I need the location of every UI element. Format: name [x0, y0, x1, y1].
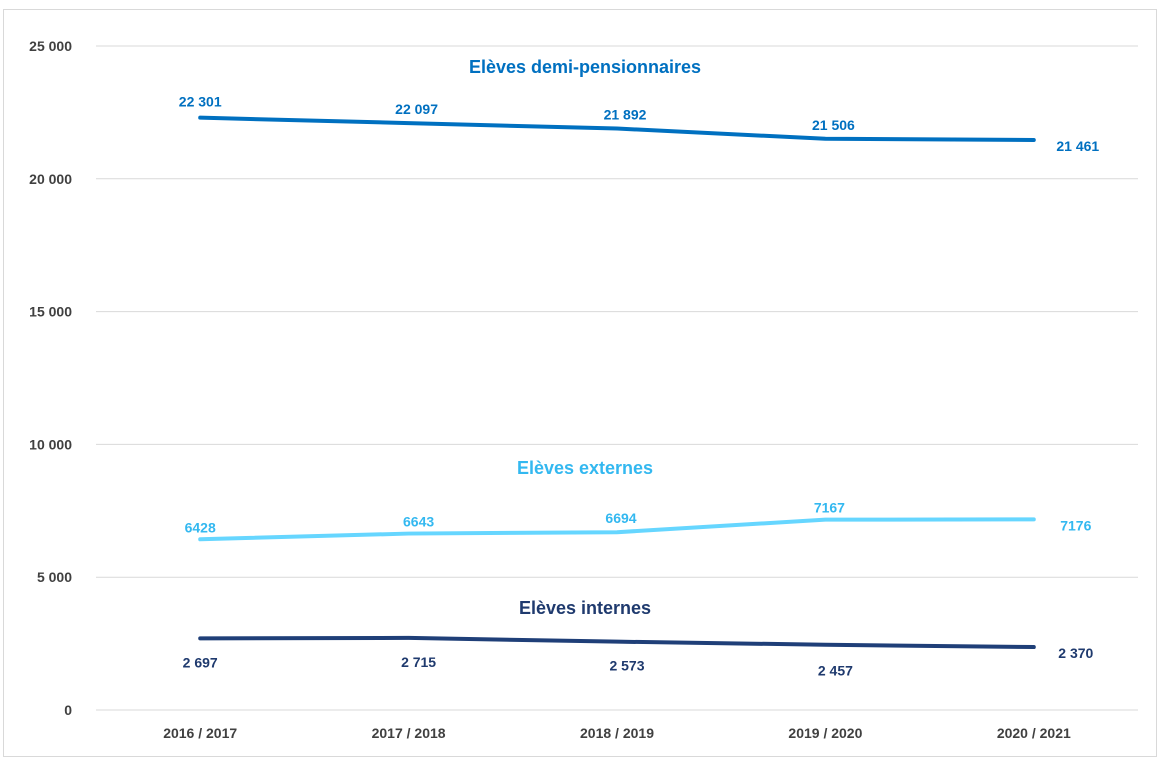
series-name-label: Elèves demi-pensionnaires — [469, 57, 701, 77]
series-line — [198, 635, 1036, 650]
x-tick-label: 2016 / 2017 — [163, 725, 237, 741]
data-label: 21 892 — [604, 107, 647, 123]
data-label: 6694 — [605, 510, 636, 526]
data-label: 6428 — [185, 519, 216, 535]
data-label: 2 573 — [609, 658, 644, 674]
series-name-label: Elèves externes — [517, 458, 653, 478]
y-tick-label: 5 000 — [37, 569, 72, 585]
y-tick-label: 15 000 — [29, 304, 72, 320]
y-tick-label: 0 — [64, 702, 72, 718]
data-label: 21 461 — [1056, 138, 1099, 154]
y-axis: 0 5 000 10 000 15 000 20 000 25 000 — [29, 38, 72, 718]
series-line — [198, 517, 1036, 542]
series-line — [198, 115, 1036, 142]
data-label: 2 715 — [401, 654, 436, 670]
x-tick-label: 2018 / 2019 — [580, 725, 654, 741]
y-tick-label: 10 000 — [29, 436, 72, 452]
data-label: 2 457 — [818, 663, 853, 679]
y-tick-label: 25 000 — [29, 38, 72, 54]
data-label: 22 097 — [395, 101, 438, 117]
data-label: 6643 — [403, 514, 434, 530]
x-axis: 2016 / 2017 2017 / 2018 2018 / 2019 2019 / … — [163, 725, 1071, 741]
series-names: Elèves demi-pensionnaires Elèves externes… — [469, 57, 701, 618]
gridlines — [96, 45, 1138, 711]
x-tick-label: 2017 / 2018 — [372, 725, 446, 741]
data-label: 2 370 — [1058, 645, 1093, 661]
data-label: 7167 — [814, 500, 845, 516]
chart-frame — [3, 9, 1157, 757]
data-label: 22 301 — [179, 94, 222, 110]
x-tick-label: 2020 / 2021 — [997, 725, 1071, 741]
series-name-label: Elèves internes — [519, 598, 651, 618]
data-label: 2 697 — [183, 654, 218, 670]
y-tick-label: 20 000 — [29, 171, 72, 187]
data-label: 21 506 — [812, 117, 855, 133]
x-tick-label: 2019 / 2020 — [788, 725, 862, 741]
data-label: 7176 — [1060, 517, 1091, 533]
data-labels: 22 301 22 097 21 892 21 506 21 461 6428 6643 66… — [179, 94, 1100, 679]
series-lines — [198, 115, 1036, 650]
